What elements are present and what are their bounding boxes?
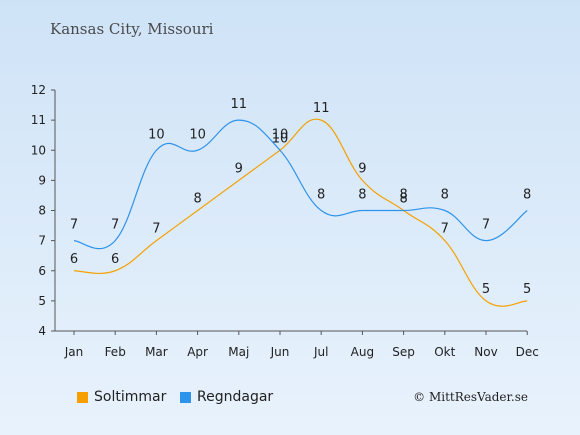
data-label-soltimmar: 10 — [272, 131, 289, 146]
data-label-soltimmar: 9 — [235, 161, 243, 176]
data-label-soltimmar: 7 — [441, 222, 449, 237]
data-label-soltimmar: 6 — [111, 252, 119, 267]
data-label-soltimmar: 9 — [358, 161, 366, 176]
x-tick-label: Mar — [145, 345, 168, 359]
x-tick-label: Feb — [105, 345, 126, 359]
data-label-regndagar: 8 — [523, 188, 531, 203]
x-tick-label: Jul — [313, 345, 328, 359]
y-tick-label: 6 — [38, 264, 46, 278]
x-tick-label: Nov — [474, 345, 497, 359]
y-tick-label: 9 — [38, 173, 46, 187]
data-label-soltimmar: 7 — [152, 222, 160, 237]
x-tick-label: Okt — [434, 345, 455, 359]
data-label-regndagar: 7 — [70, 218, 78, 233]
data-label-regndagar: 8 — [399, 188, 407, 203]
y-tick-label: 8 — [38, 204, 46, 218]
x-tick-label: Aug — [351, 345, 374, 359]
legend-swatch-soltimmar — [77, 391, 88, 403]
y-tick-label: 4 — [38, 324, 46, 338]
data-label-regndagar: 8 — [358, 188, 366, 203]
x-tick-label: Maj — [228, 345, 249, 359]
y-tick-label: 5 — [38, 294, 46, 308]
y-tick-label: 11 — [31, 113, 46, 127]
legend-label-regndagar: Regndagar — [197, 389, 274, 405]
x-tick-label: Jan — [64, 345, 84, 359]
chart-title: Kansas City, Missouri — [50, 20, 214, 38]
legend-label-soltimmar: Soltimmar — [94, 389, 167, 405]
series-line-regndagar — [73, 119, 528, 250]
data-label-regndagar: 7 — [111, 218, 119, 233]
x-tick-label: Jun — [270, 345, 290, 359]
x-tick-label: Apr — [187, 345, 208, 359]
legend-item-regndagar: Regndagar — [180, 389, 273, 405]
data-label-regndagar: 11 — [231, 97, 248, 112]
data-label-regndagar: 7 — [482, 218, 490, 233]
y-tick-label: 7 — [38, 234, 46, 248]
data-label-soltimmar: 5 — [482, 282, 490, 297]
x-tick-label: Dec — [516, 345, 539, 359]
data-label-soltimmar: 11 — [313, 101, 330, 116]
data-label-regndagar: 8 — [441, 188, 449, 203]
data-label-soltimmar: 8 — [193, 192, 201, 207]
data-label-regndagar: 10 — [189, 127, 206, 142]
y-tick-label: 12 — [31, 83, 46, 97]
legend-item-soltimmar: Soltimmar — [77, 389, 166, 405]
data-label-soltimmar: 8 — [399, 192, 407, 207]
copyright: © MittResVader.se — [413, 390, 528, 404]
data-label-regndagar: 10 — [148, 127, 165, 142]
data-label-regndagar: 10 — [272, 127, 289, 142]
legend-swatch-regndagar — [180, 391, 191, 403]
data-label-soltimmar: 6 — [70, 252, 78, 267]
series-line-soltimmar — [73, 118, 528, 307]
data-label-soltimmar: 5 — [523, 282, 531, 297]
data-label-regndagar: 8 — [317, 188, 325, 203]
y-tick-label: 10 — [31, 143, 46, 157]
x-tick-label: Sep — [392, 345, 415, 359]
